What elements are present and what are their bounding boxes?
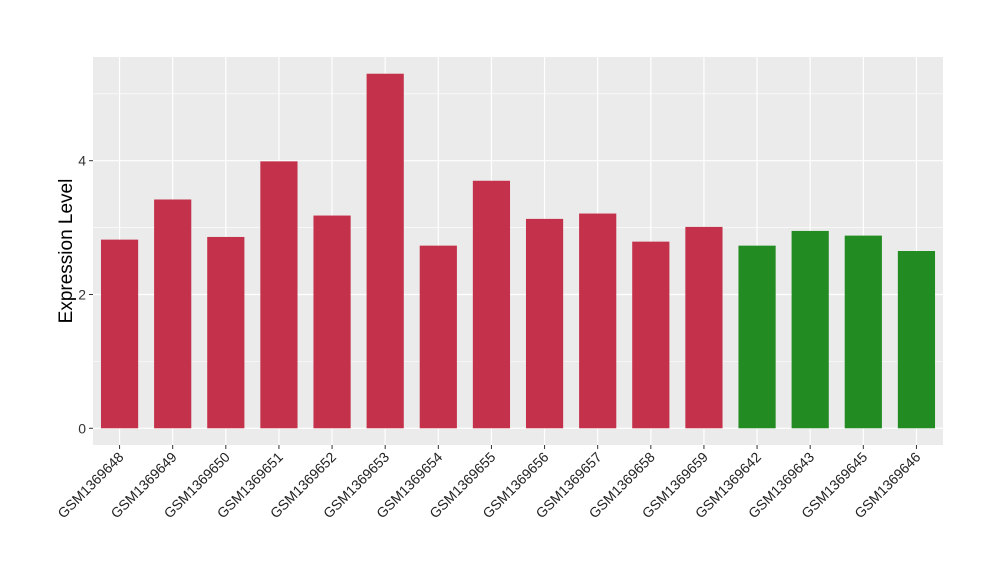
bar-GSM1369652 bbox=[313, 215, 351, 429]
bars bbox=[100, 73, 936, 429]
y-tick-label: 4 bbox=[78, 153, 86, 169]
bar-GSM1369655 bbox=[472, 180, 511, 429]
y-tick-label: 2 bbox=[78, 286, 86, 302]
bar-GSM1369658 bbox=[632, 241, 670, 429]
y-tick-label: 0 bbox=[78, 420, 86, 436]
y-axis: 0 2 4 bbox=[78, 153, 93, 436]
bar-GSM1369654 bbox=[419, 245, 457, 429]
y-axis-label: Expression Level bbox=[56, 179, 77, 324]
bar-GSM1369642 bbox=[738, 245, 776, 429]
bar-GSM1369659 bbox=[685, 226, 723, 429]
bar-GSM1369651 bbox=[260, 161, 298, 429]
bar-GSM1369657 bbox=[579, 213, 617, 429]
bar-GSM1369656 bbox=[525, 218, 564, 429]
bar-GSM1369653 bbox=[366, 73, 404, 429]
bar-GSM1369650 bbox=[207, 236, 245, 429]
bar-GSM1369643 bbox=[791, 230, 829, 429]
bar-GSM1369646 bbox=[897, 251, 936, 429]
bar-GSM1369645 bbox=[844, 235, 882, 429]
x-axis: GSM1369648GSM1369649GSM1369650GSM1369651… bbox=[54, 445, 924, 521]
bar-GSM1369649 bbox=[154, 199, 192, 429]
bar-GSM1369648 bbox=[100, 239, 139, 429]
